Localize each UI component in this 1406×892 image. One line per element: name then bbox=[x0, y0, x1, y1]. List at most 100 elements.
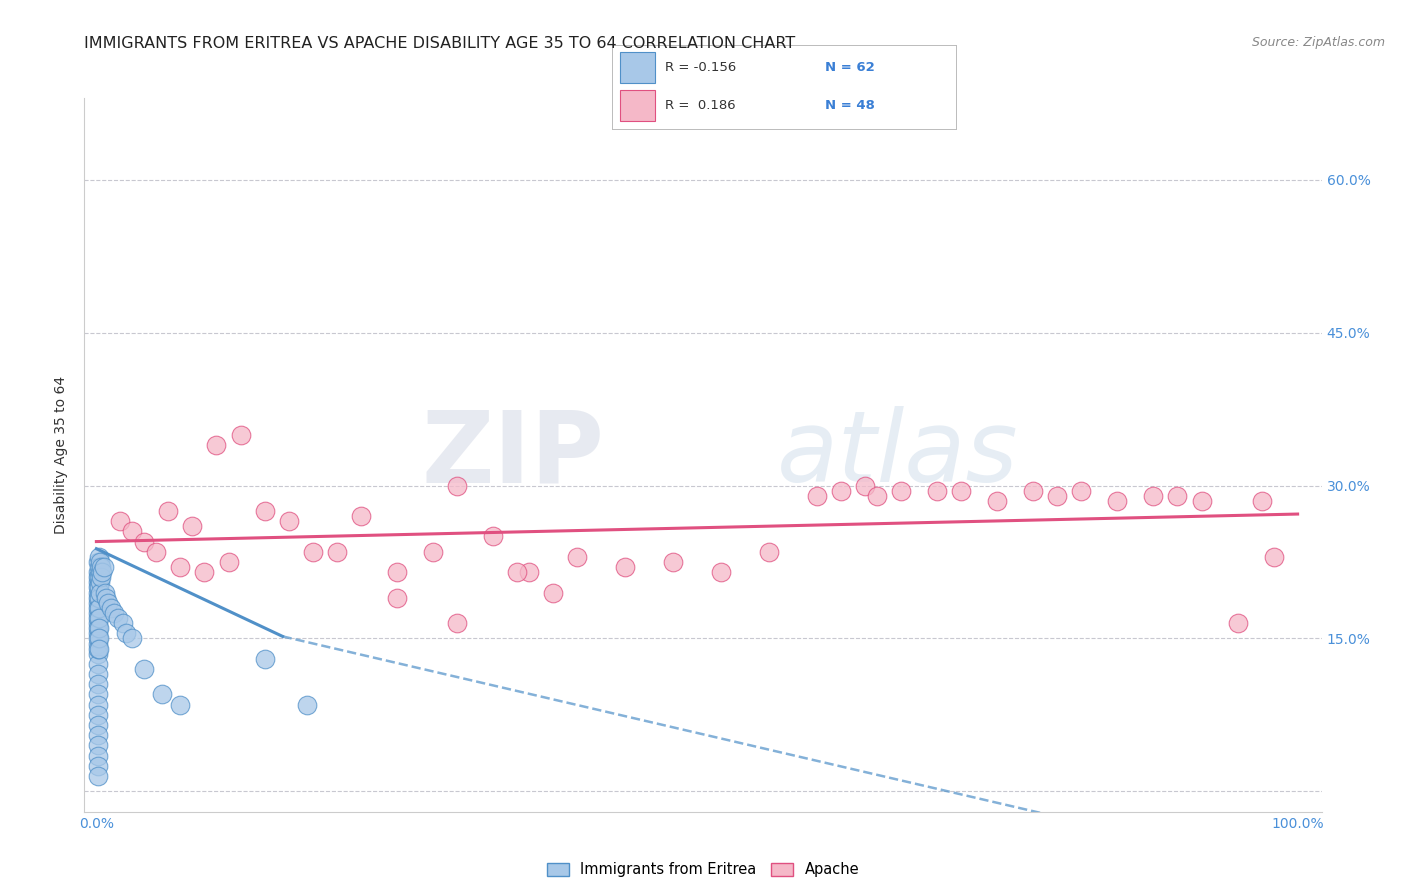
Point bbox=[1107, 493, 1129, 508]
Point bbox=[87, 641, 110, 656]
Point bbox=[97, 596, 120, 610]
Point bbox=[422, 545, 444, 559]
Point bbox=[927, 483, 949, 498]
Point bbox=[613, 560, 636, 574]
Point bbox=[86, 591, 108, 605]
Point bbox=[86, 667, 108, 681]
Point bbox=[86, 748, 108, 763]
Point bbox=[86, 759, 108, 773]
Point bbox=[86, 600, 108, 615]
Point bbox=[1022, 483, 1045, 498]
Point bbox=[301, 545, 323, 559]
FancyBboxPatch shape bbox=[620, 53, 655, 83]
Point bbox=[169, 698, 191, 712]
Point bbox=[86, 581, 108, 595]
Point bbox=[110, 514, 132, 528]
Point bbox=[87, 570, 110, 584]
Text: ZIP: ZIP bbox=[422, 407, 605, 503]
Point bbox=[710, 565, 733, 579]
Point bbox=[94, 585, 117, 599]
Point bbox=[100, 600, 122, 615]
Text: R =  0.186: R = 0.186 bbox=[665, 99, 735, 112]
Point bbox=[295, 698, 318, 712]
Point bbox=[86, 555, 108, 569]
Point bbox=[86, 626, 108, 640]
Text: Source: ZipAtlas.com: Source: ZipAtlas.com bbox=[1251, 36, 1385, 49]
Point bbox=[853, 478, 876, 492]
Point bbox=[1070, 483, 1092, 498]
Text: R = -0.156: R = -0.156 bbox=[665, 61, 737, 74]
Point bbox=[86, 632, 108, 646]
Point bbox=[86, 585, 108, 599]
Point bbox=[87, 632, 110, 646]
Point bbox=[111, 616, 134, 631]
Point bbox=[86, 698, 108, 712]
Point bbox=[86, 739, 108, 753]
Point bbox=[86, 718, 108, 732]
Point bbox=[121, 632, 143, 646]
Point bbox=[1191, 493, 1213, 508]
Point bbox=[1142, 489, 1164, 503]
Point bbox=[205, 438, 228, 452]
Point bbox=[193, 565, 215, 579]
Point bbox=[662, 555, 685, 569]
Point bbox=[86, 641, 108, 656]
Point bbox=[86, 575, 108, 590]
Point bbox=[446, 616, 468, 631]
Point bbox=[134, 662, 156, 676]
Point bbox=[87, 600, 110, 615]
Point bbox=[86, 728, 108, 742]
Point bbox=[89, 585, 111, 599]
Point bbox=[91, 565, 114, 579]
Point bbox=[115, 626, 138, 640]
Point bbox=[541, 585, 564, 599]
Point bbox=[253, 504, 276, 518]
Point bbox=[157, 504, 180, 518]
Point bbox=[90, 570, 112, 584]
Point bbox=[87, 591, 110, 605]
Point bbox=[350, 509, 373, 524]
Point bbox=[86, 636, 108, 650]
Point bbox=[86, 565, 108, 579]
Text: N = 62: N = 62 bbox=[825, 61, 875, 74]
Point bbox=[89, 555, 111, 569]
Point bbox=[86, 688, 108, 702]
Point bbox=[86, 570, 108, 584]
Point bbox=[87, 560, 110, 574]
Point bbox=[806, 489, 828, 503]
Point bbox=[145, 545, 167, 559]
Point bbox=[890, 483, 912, 498]
Point bbox=[986, 493, 1008, 508]
Point bbox=[93, 560, 115, 574]
Point bbox=[121, 524, 143, 539]
Point bbox=[86, 647, 108, 661]
Point bbox=[87, 621, 110, 635]
FancyBboxPatch shape bbox=[620, 90, 655, 120]
Point bbox=[1226, 616, 1249, 631]
Point bbox=[134, 534, 156, 549]
Point bbox=[169, 560, 191, 574]
Text: atlas: atlas bbox=[778, 407, 1019, 503]
Point bbox=[1250, 493, 1272, 508]
Point bbox=[277, 514, 299, 528]
Point bbox=[830, 483, 852, 498]
Point bbox=[86, 677, 108, 691]
Point bbox=[152, 688, 174, 702]
Point bbox=[107, 611, 129, 625]
Point bbox=[86, 769, 108, 783]
Point bbox=[103, 606, 125, 620]
Point bbox=[1263, 549, 1285, 564]
Point bbox=[86, 606, 108, 620]
Point bbox=[565, 549, 588, 564]
Point bbox=[506, 565, 529, 579]
Point bbox=[253, 652, 276, 666]
Legend: Immigrants from Eritrea, Apache: Immigrants from Eritrea, Apache bbox=[541, 856, 865, 883]
Text: N = 48: N = 48 bbox=[825, 99, 875, 112]
Point bbox=[86, 596, 108, 610]
Point bbox=[86, 616, 108, 631]
Point bbox=[950, 483, 973, 498]
Point bbox=[87, 581, 110, 595]
Y-axis label: Disability Age 35 to 64: Disability Age 35 to 64 bbox=[55, 376, 69, 534]
Point bbox=[94, 591, 117, 605]
Point bbox=[89, 575, 111, 590]
